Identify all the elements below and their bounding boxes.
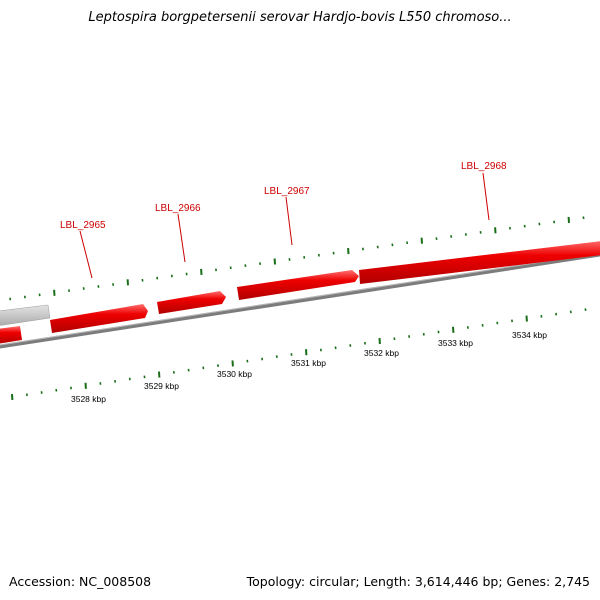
gene-label[interactable]: LBL_2966 xyxy=(155,203,201,214)
callout-line xyxy=(482,172,490,221)
other-gene-feature[interactable] xyxy=(0,304,51,327)
scale-label: 3533 kbp xyxy=(438,338,473,348)
scale-label: 3530 kbp xyxy=(217,369,252,379)
scale-label: 3528 kbp xyxy=(71,394,106,404)
callout-line xyxy=(79,230,93,279)
backbone-line xyxy=(0,252,600,349)
scale-label: 3534 kbp xyxy=(512,330,547,340)
accession-label: Accession: NC_008508 xyxy=(9,574,152,589)
map-title: Leptospira borgpetersenii serovar Hardjo… xyxy=(88,10,512,25)
scale-label: 3531 kbp xyxy=(291,358,326,368)
gene-features xyxy=(0,240,600,345)
topology-summary: Topology: circular; Length: 3,614,446 bp… xyxy=(246,574,590,589)
gene-feature-lbl-2966[interactable] xyxy=(157,291,226,314)
gene-labels: LBL_2965 LBL_2966 LBL_2967 LBL_2968 xyxy=(60,161,507,231)
tick-row-upper xyxy=(9,216,585,301)
backbone xyxy=(0,252,600,349)
callout-line xyxy=(285,196,293,246)
gene-feature-lbl-2968[interactable] xyxy=(359,240,600,284)
backbone-highlight xyxy=(0,252,600,346)
scale-label: 3532 kbp xyxy=(364,348,399,358)
gene-label[interactable]: LBL_2967 xyxy=(264,186,310,197)
gene-feature-lbl-2967[interactable] xyxy=(237,270,359,300)
callout-line xyxy=(177,213,186,263)
gene-feature[interactable] xyxy=(0,326,22,345)
gene-label[interactable]: LBL_2965 xyxy=(60,220,106,231)
gene-feature-lbl-2965[interactable] xyxy=(50,304,148,333)
gene-label[interactable]: LBL_2968 xyxy=(461,161,507,172)
tick-row-lower xyxy=(11,308,587,401)
scale-labels: 3528 kbp 3529 kbp 3530 kbp 3531 kbp 3532… xyxy=(71,330,547,404)
scale-label: 3529 kbp xyxy=(144,381,179,391)
gene-callouts xyxy=(79,172,490,279)
